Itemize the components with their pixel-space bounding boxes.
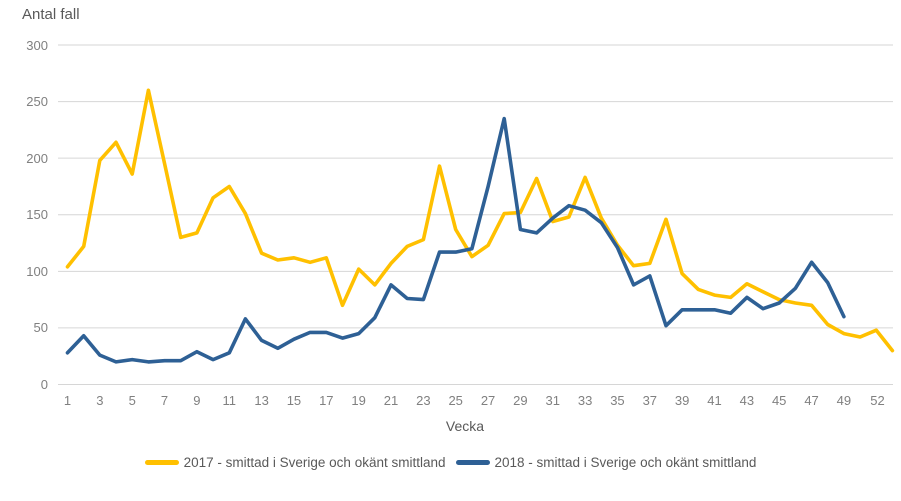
legend-item-2018: 2018 - smittad i Sverige och okänt smitt… [455, 455, 757, 470]
x-axis-title: Vecka [445, 418, 485, 434]
legend: 2017 - smittad i Sverige och okänt smitt… [0, 455, 901, 470]
legend-swatch-2018-icon [455, 460, 490, 465]
series-2017-line [65, 88, 895, 353]
legend-swatch-2017-icon [144, 460, 179, 465]
value-axis-title: Antal fall [22, 6, 80, 23]
legend-label-2017: 2017 - smittad i Sverige och okänt smitt… [183, 455, 446, 470]
legend-label-2018: 2018 - smittad i Sverige och okänt smitt… [494, 455, 757, 470]
horizontal-gridlines [58, 44, 893, 385]
series-2018-line [65, 116, 846, 364]
legend-item-2017: 2017 - smittad i Sverige och okänt smitt… [144, 455, 446, 470]
